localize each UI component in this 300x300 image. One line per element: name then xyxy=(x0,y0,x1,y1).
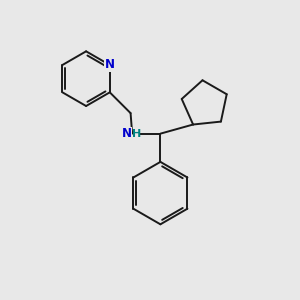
Text: N: N xyxy=(122,127,132,140)
Text: N: N xyxy=(105,58,115,71)
Text: H: H xyxy=(132,129,141,139)
